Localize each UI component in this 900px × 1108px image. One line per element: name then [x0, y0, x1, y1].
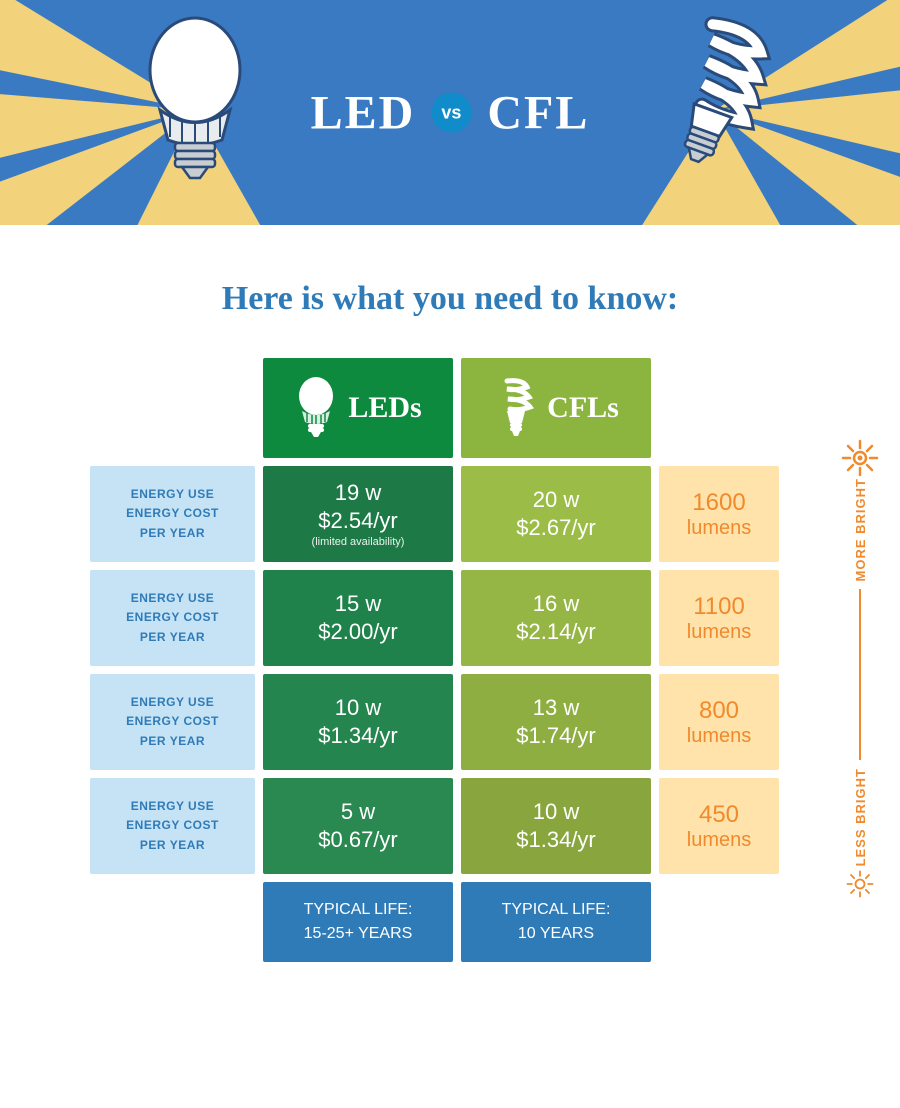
row-label: ENERGY USE ENERGY COST PER YEAR — [90, 570, 255, 666]
sun-bright-icon — [840, 438, 880, 478]
led-cell-3: 5 w $0.67/yr — [263, 778, 453, 874]
cfl-cell-0: 20 w $2.67/yr — [461, 466, 651, 562]
led-cell-2: 10 w $1.34/yr — [263, 674, 453, 770]
brightness-axis: MORE BRIGHT LESS BRIGHT — [825, 438, 895, 902]
led-column-header: LEDs — [263, 358, 453, 458]
led-bulb-icon — [140, 15, 250, 190]
led-cell-0: 19 w $2.54/yr (limited availability) — [263, 466, 453, 562]
cfl-bulb-small-icon — [493, 377, 537, 439]
cfl-column-header: CFLs — [461, 358, 651, 458]
row-label: ENERGY USE ENERGY COST PER YEAR — [90, 466, 255, 562]
hero-banner: LED vs CFL — [0, 0, 900, 225]
vs-badge: vs — [431, 93, 471, 133]
lumen-cell-2: 800 lumens — [659, 674, 779, 770]
led-cell-1: 15 w $2.00/yr — [263, 570, 453, 666]
lumen-cell-1: 1100 lumens — [659, 570, 779, 666]
lumen-cell-0: 1600 lumens — [659, 466, 779, 562]
more-bright-label: MORE BRIGHT — [853, 478, 868, 581]
comparison-grid: LEDs CFLs ENERGY USE ENERGY COST PER YEA… — [90, 358, 810, 962]
cfl-header-label: CFLs — [547, 391, 619, 425]
cfl-cell-1: 16 w $2.14/yr — [461, 570, 651, 666]
cfl-life-cell: TYPICAL LIFE: 10 YEARS — [461, 882, 651, 962]
hero-title: LED vs CFL — [311, 85, 590, 140]
cfl-cell-2: 13 w $1.74/yr — [461, 674, 651, 770]
subheading: Here is what you need to know: — [0, 280, 900, 318]
led-life-cell: TYPICAL LIFE: 15-25+ YEARS — [263, 882, 453, 962]
less-bright-label: LESS BRIGHT — [853, 768, 868, 866]
hero-cfl-word: CFL — [487, 85, 589, 140]
row-label: ENERGY USE ENERGY COST PER YEAR — [90, 674, 255, 770]
led-header-label: LEDs — [348, 391, 421, 425]
cfl-cell-3: 10 w $1.34/yr — [461, 778, 651, 874]
lumen-cell-3: 450 lumens — [659, 778, 779, 874]
cfl-bulb-icon — [645, 15, 785, 200]
hero-led-word: LED — [311, 85, 416, 140]
led-bulb-small-icon — [294, 377, 338, 439]
row-label: ENERGY USE ENERGY COST PER YEAR — [90, 778, 255, 874]
sun-dim-icon — [842, 866, 878, 902]
brightness-line — [859, 589, 861, 759]
